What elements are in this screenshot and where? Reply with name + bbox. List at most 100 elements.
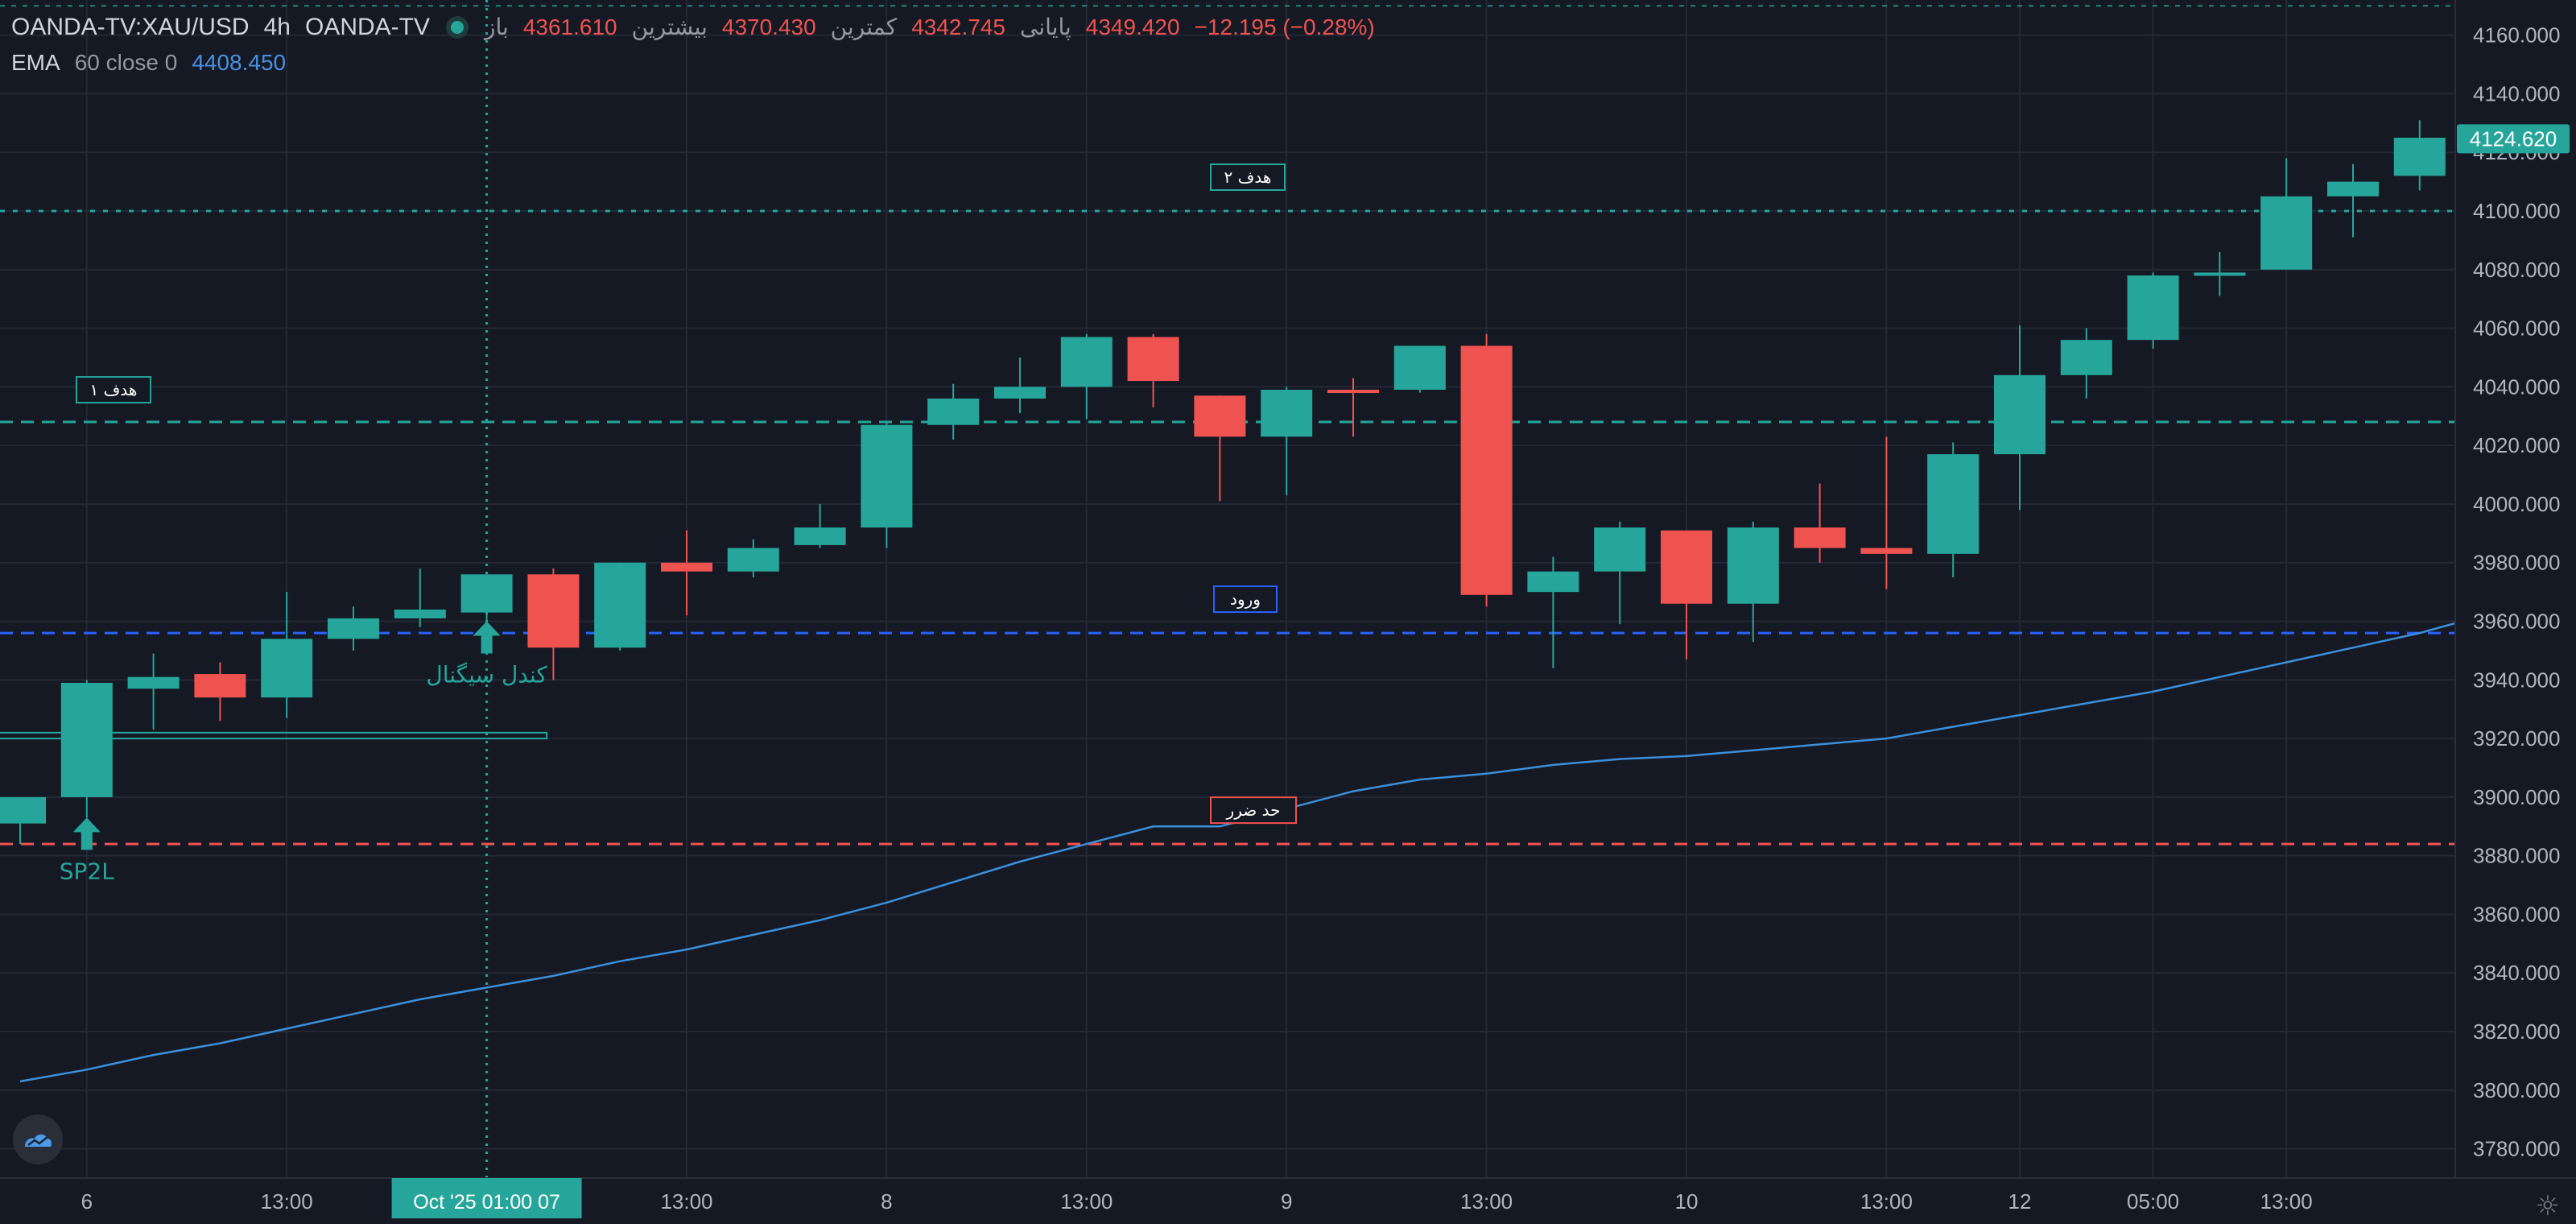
candle-16[interactable] [1060, 333, 1113, 420]
candle-body[interactable] [594, 562, 646, 648]
price-tick-label: 3780.000 [2473, 1137, 2560, 1161]
candle-4[interactable] [261, 592, 313, 718]
candle-22[interactable] [1460, 333, 1513, 607]
legend-symbol-row[interactable]: OANDA-TV:XAU/USD 4h OANDA-TV باز 4361.61… [11, 10, 1375, 45]
candle-body[interactable] [261, 639, 313, 698]
candle-17[interactable] [1127, 333, 1179, 407]
time-tick-label: 12 [2008, 1189, 2032, 1214]
candle-body[interactable] [2260, 196, 2313, 270]
candle-0[interactable] [0, 796, 46, 845]
candle-body[interactable] [1594, 527, 1646, 572]
legend-indicator-row[interactable]: EMA 60 close 0 4408.450 [11, 45, 1375, 81]
candle-15[interactable] [994, 357, 1046, 414]
candle-body[interactable] [394, 609, 446, 618]
candle-body[interactable] [1727, 527, 1779, 604]
source-label[interactable]: OANDA-TV [304, 14, 430, 40]
price-axis[interactable]: 3780.000 3800.000 3820.000 3840.000 3860.000… [2454, 0, 2576, 1224]
candle-body[interactable] [60, 682, 113, 797]
price-tick-label: 3900.000 [2473, 785, 2560, 809]
candle-body[interactable] [661, 562, 712, 572]
candle-body[interactable] [1127, 337, 1179, 382]
candle-10[interactable] [661, 530, 712, 616]
candle-body[interactable] [1460, 345, 1513, 595]
candle-body[interactable] [2194, 272, 2246, 276]
candle-31[interactable] [2060, 328, 2112, 399]
candle-29[interactable] [1927, 442, 1979, 577]
candle-35[interactable] [2327, 163, 2379, 238]
candle-body[interactable] [2327, 181, 2379, 196]
candle-27[interactable] [1794, 483, 1846, 563]
candle-body[interactable] [927, 398, 980, 425]
target-2-label: هدف ۲ [1210, 163, 1286, 192]
sp2l-annotation: SP2L [60, 817, 114, 884]
candle-20[interactable] [1327, 378, 1379, 437]
candle-body[interactable] [1661, 530, 1712, 604]
candle-body[interactable] [527, 574, 580, 648]
candle-body[interactable] [1261, 390, 1313, 437]
candle-18[interactable] [1194, 395, 1246, 502]
high-label: بیشترین [631, 14, 708, 39]
candle-8[interactable] [527, 569, 580, 680]
candle-body[interactable] [994, 387, 1046, 399]
candle-33[interactable] [2194, 251, 2246, 296]
candle-11[interactable] [727, 539, 779, 577]
price-tick-label: 3860.000 [2473, 902, 2560, 926]
candle-28[interactable] [1860, 436, 1913, 589]
candle-19[interactable] [1261, 387, 1313, 496]
candle-body[interactable] [794, 527, 846, 545]
price-tick-label: 4100.000 [2473, 199, 2560, 223]
candle-body[interactable] [1927, 454, 1979, 554]
candle-body[interactable] [727, 548, 779, 572]
candle-13[interactable] [861, 422, 913, 548]
candle-12[interactable] [794, 503, 846, 548]
candle-1[interactable] [60, 680, 113, 818]
target-2-label-text: هدف ۲ [1224, 167, 1272, 187]
candle-body[interactable] [1327, 390, 1379, 394]
symbol-name[interactable]: OANDA-TV:XAU/USD [11, 14, 250, 40]
open-label: باز [484, 14, 509, 39]
candle-36[interactable] [2393, 120, 2446, 191]
candle-24[interactable] [1594, 521, 1646, 625]
candle-3[interactable] [194, 662, 246, 722]
candle-body[interactable] [2060, 340, 2112, 375]
candle-9[interactable] [594, 562, 646, 651]
candle-body[interactable] [0, 796, 46, 824]
candle-25[interactable] [1661, 530, 1712, 660]
candle-23[interactable] [1527, 556, 1579, 668]
price-tick-label: 3840.000 [2473, 961, 2560, 985]
candle-body[interactable] [1194, 395, 1246, 437]
candle-body[interactable] [1060, 337, 1113, 387]
last-price-box [2457, 124, 2570, 154]
candle-34[interactable] [2260, 158, 2313, 270]
price-tick-label: 4160.000 [2473, 23, 2560, 48]
candle-body[interactable] [2127, 275, 2179, 341]
candle-body[interactable] [194, 674, 246, 698]
candle-26[interactable] [1727, 521, 1779, 643]
candle-5[interactable] [328, 606, 379, 651]
candle-2[interactable] [127, 653, 180, 730]
candle-6[interactable] [394, 569, 446, 627]
candle-21[interactable] [1393, 345, 1446, 393]
candle-body[interactable] [1860, 548, 1913, 554]
candle-body[interactable] [328, 618, 379, 639]
interval-label[interactable]: 4h [263, 14, 291, 40]
candle-body[interactable] [1994, 374, 2046, 455]
settings-gear-icon[interactable]: ☼ [2535, 1190, 2560, 1222]
indicator-name[interactable]: EMA [11, 50, 60, 75]
candle-14[interactable] [927, 383, 980, 440]
time-tick-label: 9 [1281, 1189, 1292, 1214]
candle-body[interactable] [127, 676, 180, 689]
candle-32[interactable] [2127, 272, 2179, 349]
candle-body[interactable] [1393, 345, 1446, 391]
time-axis[interactable]: 6 13:00 13:00 8 13:00 9 13:00 10 13:00 12 05:00 13:… [0, 1177, 2576, 1224]
candle-body[interactable] [1794, 527, 1846, 548]
candle-series[interactable] [0, 120, 2446, 845]
candle-30[interactable] [1994, 325, 2046, 511]
tradingview-logo-icon[interactable] [13, 1114, 63, 1164]
last-price-marker[interactable]: 4124.620 [2457, 124, 2570, 154]
candle-body[interactable] [2393, 138, 2446, 176]
candle-body[interactable] [1527, 571, 1579, 593]
candle-body[interactable] [861, 424, 913, 528]
